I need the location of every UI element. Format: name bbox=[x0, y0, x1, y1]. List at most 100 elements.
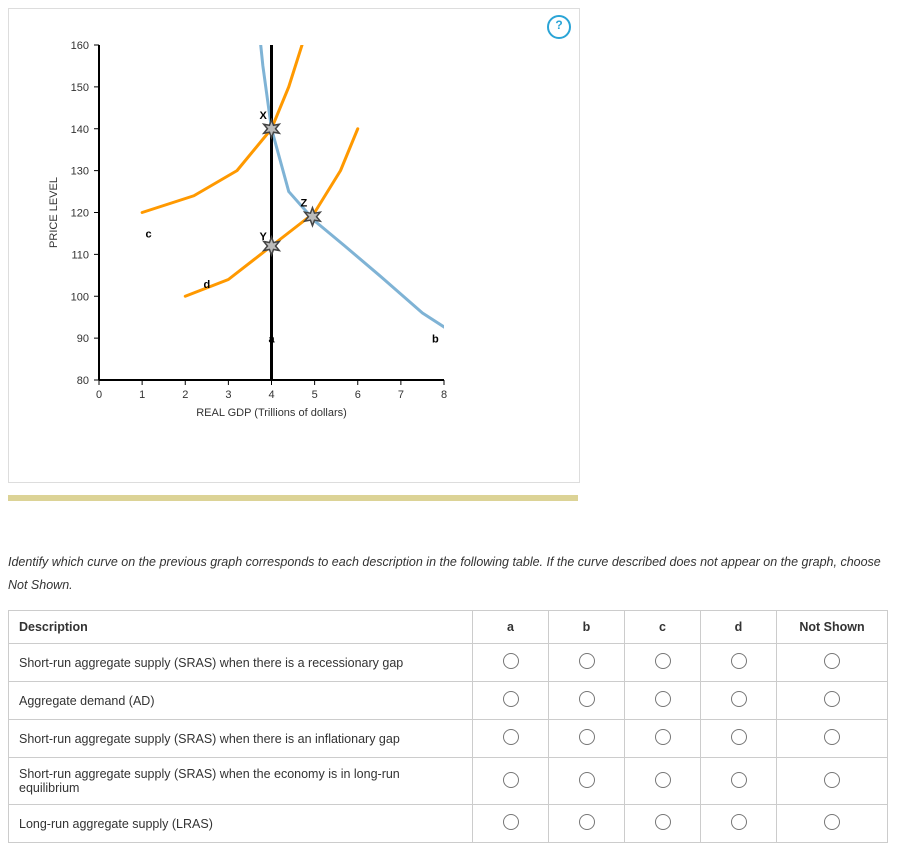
row-description: Short-run aggregate supply (SRAS) when t… bbox=[9, 644, 473, 682]
table-row: Long-run aggregate supply (LRAS) bbox=[9, 805, 888, 843]
radio-option[interactable] bbox=[655, 772, 671, 788]
x-tick-label: 2 bbox=[182, 389, 188, 401]
option-cell bbox=[777, 644, 888, 682]
option-cell bbox=[473, 682, 549, 720]
col-opt-b: b bbox=[549, 611, 625, 644]
answer-table: Description a b c d Not Shown Short-run … bbox=[8, 610, 888, 843]
x-tick-label: 7 bbox=[398, 389, 404, 401]
radio-option[interactable] bbox=[731, 691, 747, 707]
x-tick-label: 5 bbox=[312, 389, 318, 401]
option-cell bbox=[701, 720, 777, 758]
option-cell bbox=[625, 805, 701, 843]
radio-option[interactable] bbox=[824, 729, 840, 745]
y-tick-label: 90 bbox=[77, 333, 89, 345]
y-axis-label: PRICE LEVEL bbox=[48, 177, 60, 248]
help-button[interactable]: ? bbox=[547, 15, 571, 39]
radio-option[interactable] bbox=[503, 653, 519, 669]
option-cell bbox=[701, 805, 777, 843]
radio-option[interactable] bbox=[579, 691, 595, 707]
col-opt-notshown: Not Shown bbox=[777, 611, 888, 644]
option-cell bbox=[549, 805, 625, 843]
row-description: Short-run aggregate supply (SRAS) when t… bbox=[9, 758, 473, 805]
table-header-row: Description a b c d Not Shown bbox=[9, 611, 888, 644]
option-cell bbox=[625, 720, 701, 758]
x-tick-label: 0 bbox=[96, 389, 102, 401]
option-cell bbox=[549, 644, 625, 682]
x-tick-label: 4 bbox=[268, 389, 274, 401]
chart-svg: 0 1 2 3 4 5 6 7 8 80 90 100 110 120 130 140 150 160 REAL G… bbox=[39, 35, 499, 455]
y-tick-label: 80 bbox=[77, 375, 89, 387]
x-tick-label: 6 bbox=[355, 389, 361, 401]
question-text: Identify which curve on the previous gra… bbox=[8, 551, 888, 596]
radio-option[interactable] bbox=[655, 653, 671, 669]
option-cell bbox=[777, 758, 888, 805]
radio-option[interactable] bbox=[731, 772, 747, 788]
curve-AD_blue bbox=[259, 35, 449, 330]
option-cell bbox=[473, 805, 549, 843]
col-opt-c: c bbox=[625, 611, 701, 644]
x-tick-label: 3 bbox=[225, 389, 231, 401]
y-tick-label: 140 bbox=[71, 124, 89, 136]
option-cell bbox=[473, 720, 549, 758]
y-tick-label: 160 bbox=[71, 40, 89, 52]
curve-label-a: a bbox=[268, 333, 275, 345]
y-tick-label: 100 bbox=[71, 291, 89, 303]
radio-option[interactable] bbox=[731, 729, 747, 745]
option-cell bbox=[777, 720, 888, 758]
y-tick-label: 110 bbox=[71, 249, 89, 261]
table-row: Aggregate demand (AD) bbox=[9, 682, 888, 720]
radio-option[interactable] bbox=[579, 814, 595, 830]
col-opt-a: a bbox=[473, 611, 549, 644]
star-label-Y: Y bbox=[260, 231, 268, 243]
radio-option[interactable] bbox=[503, 691, 519, 707]
radio-option[interactable] bbox=[824, 653, 840, 669]
radio-option[interactable] bbox=[579, 653, 595, 669]
x-tick-label: 1 bbox=[139, 389, 145, 401]
curve-label-d: d bbox=[203, 279, 210, 291]
star-label-Z: Z bbox=[300, 198, 307, 210]
col-description: Description bbox=[9, 611, 473, 644]
radio-option[interactable] bbox=[824, 772, 840, 788]
curve-label-c: c bbox=[146, 229, 152, 241]
row-description: Aggregate demand (AD) bbox=[9, 682, 473, 720]
row-description: Long-run aggregate supply (LRAS) bbox=[9, 805, 473, 843]
star-label-X: X bbox=[260, 110, 268, 122]
option-cell bbox=[625, 644, 701, 682]
col-opt-d: d bbox=[701, 611, 777, 644]
option-cell bbox=[625, 682, 701, 720]
option-cell bbox=[777, 682, 888, 720]
radio-option[interactable] bbox=[655, 691, 671, 707]
table-row: Short-run aggregate supply (SRAS) when t… bbox=[9, 758, 888, 805]
radio-option[interactable] bbox=[503, 814, 519, 830]
radio-option[interactable] bbox=[503, 729, 519, 745]
curve-label-b: b bbox=[432, 333, 439, 345]
option-cell bbox=[549, 720, 625, 758]
radio-option[interactable] bbox=[579, 729, 595, 745]
option-cell bbox=[701, 758, 777, 805]
radio-option[interactable] bbox=[824, 814, 840, 830]
curve-SRAS_c bbox=[142, 35, 306, 213]
table-row: Short-run aggregate supply (SRAS) when t… bbox=[9, 644, 888, 682]
radio-option[interactable] bbox=[824, 691, 840, 707]
option-cell bbox=[549, 682, 625, 720]
radio-option[interactable] bbox=[579, 772, 595, 788]
y-tick-label: 130 bbox=[71, 166, 89, 178]
radio-option[interactable] bbox=[503, 772, 519, 788]
option-cell bbox=[473, 758, 549, 805]
x-tick-label: 8 bbox=[441, 389, 447, 401]
option-cell bbox=[701, 644, 777, 682]
radio-option[interactable] bbox=[655, 729, 671, 745]
chart-container: 0 1 2 3 4 5 6 7 8 80 90 100 110 120 130 140 150 160 REAL G… bbox=[39, 35, 579, 458]
y-tick-label: 150 bbox=[71, 82, 89, 94]
help-icon: ? bbox=[555, 18, 562, 32]
y-tick-label: 120 bbox=[71, 208, 89, 220]
chart-card: ? 0 1 2 3 4 5 6 7 8 80 90 100 110 120 130 140 150 160 REAL… bbox=[8, 8, 580, 483]
radio-option[interactable] bbox=[655, 814, 671, 830]
option-cell bbox=[473, 644, 549, 682]
option-cell bbox=[549, 758, 625, 805]
table-row: Short-run aggregate supply (SRAS) when t… bbox=[9, 720, 888, 758]
radio-option[interactable] bbox=[731, 653, 747, 669]
option-cell bbox=[777, 805, 888, 843]
x-axis-label: REAL GDP (Trillions of dollars) bbox=[196, 407, 347, 419]
radio-option[interactable] bbox=[731, 814, 747, 830]
